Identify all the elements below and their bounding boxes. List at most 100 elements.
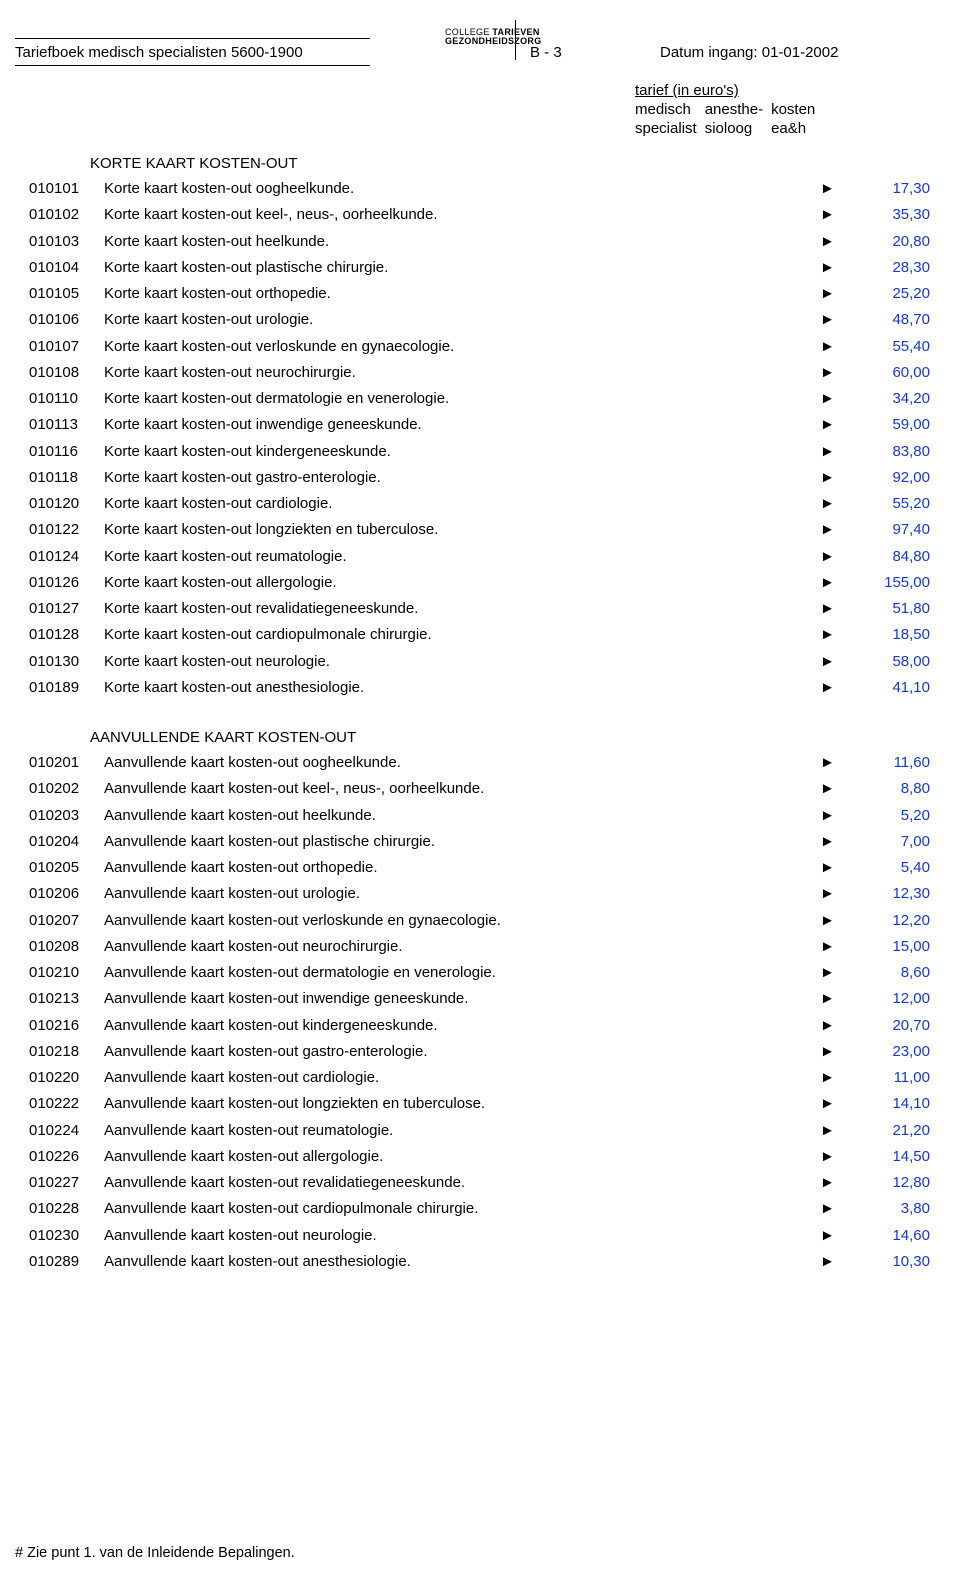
tariff-row: 010206Aanvullende kaart kosten-out urolo… bbox=[15, 881, 930, 907]
tariff-desc: Aanvullende kaart kosten-out gastro-ente… bbox=[104, 1039, 820, 1065]
tariff-value: 84,80 bbox=[850, 544, 930, 570]
footnote: # Zie punt 1. van de Inleidende Bepaling… bbox=[15, 1545, 295, 1561]
col2b: sioloog bbox=[705, 120, 771, 139]
tariff-code: 010205 bbox=[15, 855, 104, 881]
page-header: Tariefboek medisch specialisten 5600-190… bbox=[15, 20, 930, 100]
tariff-value: 14,60 bbox=[850, 1223, 930, 1249]
tariff-value: 20,80 bbox=[850, 229, 930, 255]
tariff-row: 010101Korte kaart kosten-out oogheelkund… bbox=[15, 176, 930, 202]
tariff-code: 010101 bbox=[15, 176, 104, 202]
arrow-icon: ► bbox=[820, 855, 850, 881]
tariff-code: 010122 bbox=[15, 517, 104, 543]
tariff-desc: Korte kaart kosten-out urologie. bbox=[104, 307, 820, 333]
col2a: anesthe- bbox=[705, 101, 771, 120]
tariff-row: 010203Aanvullende kaart kosten-out heelk… bbox=[15, 803, 930, 829]
tariff-code: 010102 bbox=[15, 202, 104, 228]
tariff-code: 010104 bbox=[15, 255, 104, 281]
arrow-icon: ► bbox=[820, 1170, 850, 1196]
tariff-row: 010220Aanvullende kaart kosten-out cardi… bbox=[15, 1065, 930, 1091]
arrow-icon: ► bbox=[820, 803, 850, 829]
tariff-value: 3,80 bbox=[850, 1196, 930, 1222]
tariff-desc: Aanvullende kaart kosten-out allergologi… bbox=[104, 1144, 820, 1170]
tariff-code: 010108 bbox=[15, 360, 104, 386]
tariff-desc: Aanvullende kaart kosten-out longziekten… bbox=[104, 1091, 820, 1117]
tariff-desc: Korte kaart kosten-out neurochirurgie. bbox=[104, 360, 820, 386]
tariff-value: 20,70 bbox=[850, 1013, 930, 1039]
tariff-value: 11,60 bbox=[850, 750, 930, 776]
tariff-desc: Korte kaart kosten-out cardiopulmonale c… bbox=[104, 622, 820, 648]
tariff-row: 010110Korte kaart kosten-out dermatologi… bbox=[15, 386, 930, 412]
arrow-icon: ► bbox=[820, 908, 850, 934]
tariff-desc: Aanvullende kaart kosten-out kindergenee… bbox=[104, 1013, 820, 1039]
tariff-desc: Korte kaart kosten-out kindergeneeskunde… bbox=[104, 439, 820, 465]
tariff-code: 010213 bbox=[15, 986, 104, 1012]
tariff-code: 010106 bbox=[15, 307, 104, 333]
issuer-logo: COLLEGE TARIEVEN GEZONDHEIDSZORG bbox=[445, 28, 542, 46]
tariff-desc: Korte kaart kosten-out dermatologie en v… bbox=[104, 386, 820, 412]
arrow-icon: ► bbox=[820, 307, 850, 333]
arrow-icon: ► bbox=[820, 281, 850, 307]
tariff-code: 010207 bbox=[15, 908, 104, 934]
tariff-value: 97,40 bbox=[850, 517, 930, 543]
arrow-icon: ► bbox=[820, 829, 850, 855]
arrow-icon: ► bbox=[820, 570, 850, 596]
tariff-code: 010206 bbox=[15, 881, 104, 907]
doc-title: Tariefboek medisch specialisten 5600-190… bbox=[15, 44, 303, 61]
arrow-icon: ► bbox=[820, 1249, 850, 1275]
tariff-row: 010213Aanvullende kaart kosten-out inwen… bbox=[15, 986, 930, 1012]
tariff-value: 5,20 bbox=[850, 803, 930, 829]
tariff-desc: Korte kaart kosten-out revalidatiegenees… bbox=[104, 596, 820, 622]
arrow-icon: ► bbox=[820, 622, 850, 648]
tariff-value: 15,00 bbox=[850, 934, 930, 960]
tariff-desc: Korte kaart kosten-out allergologie. bbox=[104, 570, 820, 596]
tariff-desc: Aanvullende kaart kosten-out orthopedie. bbox=[104, 855, 820, 881]
arrow-icon: ► bbox=[820, 596, 850, 622]
tariff-desc: Aanvullende kaart kosten-out plastische … bbox=[104, 829, 820, 855]
header-separator bbox=[515, 20, 516, 60]
tariff-row: 010226Aanvullende kaart kosten-out aller… bbox=[15, 1144, 930, 1170]
tariff-row: 010102Korte kaart kosten-out keel-, neus… bbox=[15, 202, 930, 228]
tariff-value: 51,80 bbox=[850, 596, 930, 622]
tariff-row: 010118Korte kaart kosten-out gastro-ente… bbox=[15, 465, 930, 491]
tariff-value: 55,40 bbox=[850, 334, 930, 360]
tariff-value: 58,00 bbox=[850, 649, 930, 675]
logo-line2: GEZONDHEIDSZORG bbox=[445, 36, 542, 46]
arrow-icon: ► bbox=[820, 412, 850, 438]
tariff-row: 010207Aanvullende kaart kosten-out verlo… bbox=[15, 908, 930, 934]
tariff-row: 010130Korte kaart kosten-out neurologie.… bbox=[15, 649, 930, 675]
tariff-code: 010216 bbox=[15, 1013, 104, 1039]
tariff-code: 010105 bbox=[15, 281, 104, 307]
col3b: ea&h bbox=[771, 120, 823, 139]
tariff-row: 010127Korte kaart kosten-out revalidatie… bbox=[15, 596, 930, 622]
tariff-desc: Korte kaart kosten-out inwendige geneesk… bbox=[104, 412, 820, 438]
tariff-row: 010108Korte kaart kosten-out neurochirur… bbox=[15, 360, 930, 386]
tariff-body: KORTE KAART KOSTEN-OUT010101Korte kaart … bbox=[15, 155, 930, 1275]
tariff-code: 010124 bbox=[15, 544, 104, 570]
tariff-row: 010113Korte kaart kosten-out inwendige g… bbox=[15, 412, 930, 438]
tariff-value: 55,20 bbox=[850, 491, 930, 517]
tariff-code: 010220 bbox=[15, 1065, 104, 1091]
arrow-icon: ► bbox=[820, 334, 850, 360]
col-head-title: tarief (in euro's) bbox=[635, 82, 739, 99]
tariff-desc: Aanvullende kaart kosten-out neurochirur… bbox=[104, 934, 820, 960]
tariff-desc: Korte kaart kosten-out orthopedie. bbox=[104, 281, 820, 307]
tariff-desc: Aanvullende kaart kosten-out verloskunde… bbox=[104, 908, 820, 934]
arrow-icon: ► bbox=[820, 1065, 850, 1091]
tariff-code: 010201 bbox=[15, 750, 104, 776]
tariff-desc: Korte kaart kosten-out keel-, neus-, oor… bbox=[104, 202, 820, 228]
tariff-code: 010226 bbox=[15, 1144, 104, 1170]
tariff-desc: Korte kaart kosten-out verloskunde en gy… bbox=[104, 334, 820, 360]
arrow-icon: ► bbox=[820, 881, 850, 907]
arrow-icon: ► bbox=[820, 1013, 850, 1039]
tariff-value: 60,00 bbox=[850, 360, 930, 386]
arrow-icon: ► bbox=[820, 202, 850, 228]
tariff-value: 155,00 bbox=[850, 570, 930, 596]
tariff-value: 8,60 bbox=[850, 960, 930, 986]
tariff-desc: Aanvullende kaart kosten-out keel-, neus… bbox=[104, 776, 820, 802]
arrow-icon: ► bbox=[820, 229, 850, 255]
arrow-icon: ► bbox=[820, 649, 850, 675]
tariff-row: 010228Aanvullende kaart kosten-out cardi… bbox=[15, 1196, 930, 1222]
tariff-desc: Aanvullende kaart kosten-out cardiopulmo… bbox=[104, 1196, 820, 1222]
tariff-code: 010228 bbox=[15, 1196, 104, 1222]
tariff-row: 010104Korte kaart kosten-out plastische … bbox=[15, 255, 930, 281]
